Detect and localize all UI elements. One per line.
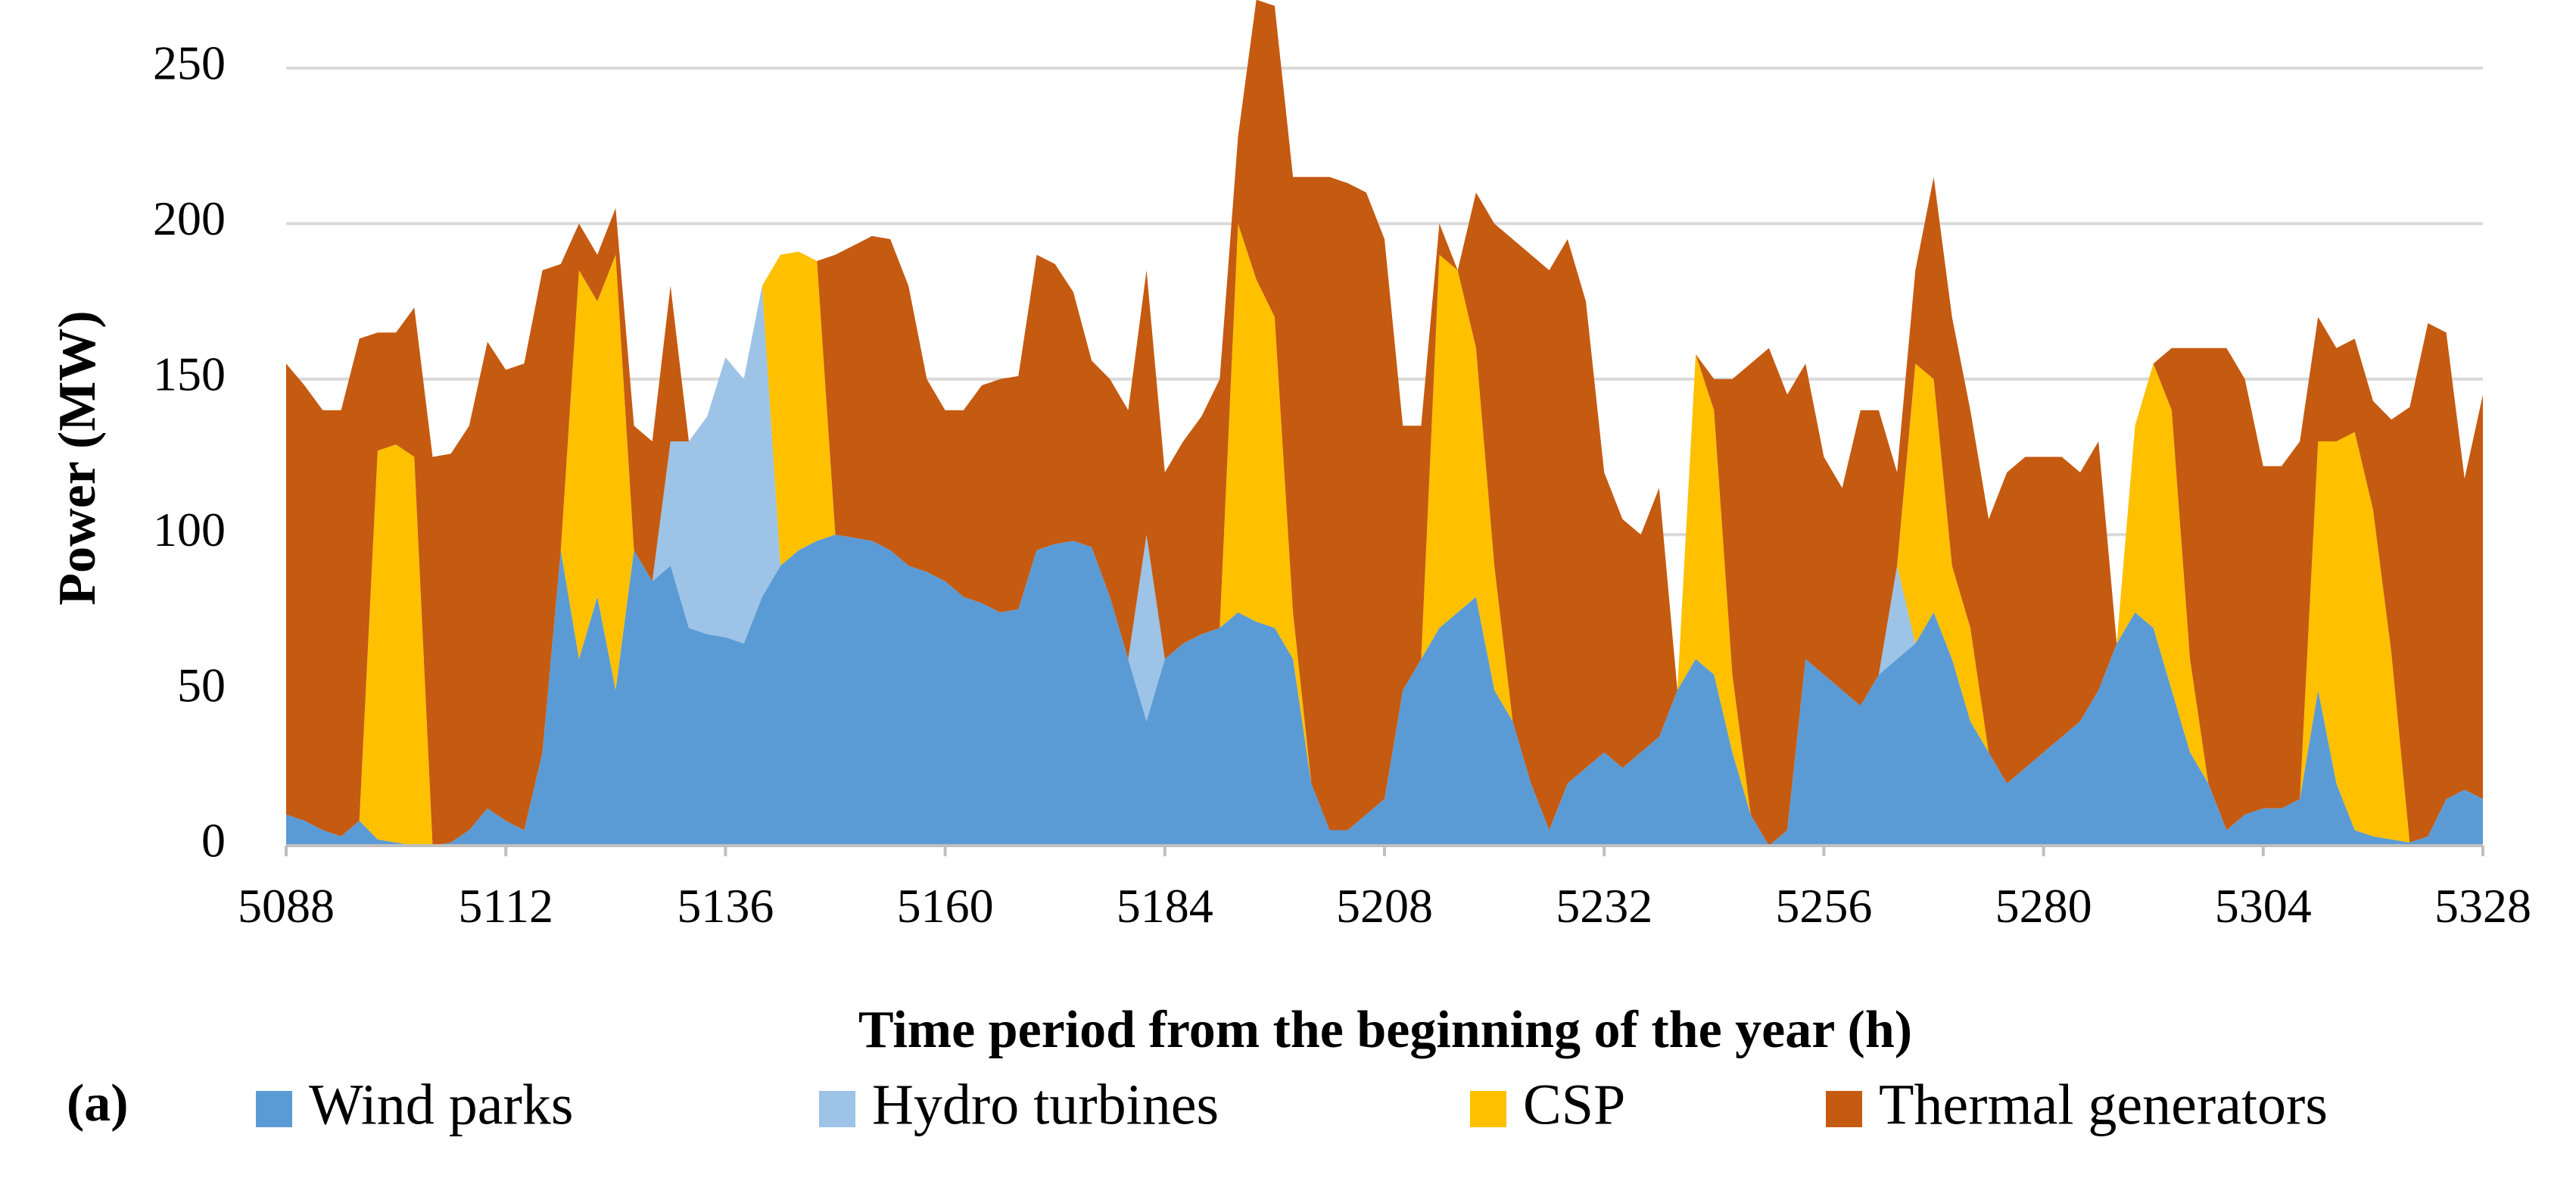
y-axis-title: Power (MW): [48, 310, 107, 605]
x-tick-label: 5256: [1775, 879, 1872, 933]
area-thermal-generators: [286, 0, 2483, 846]
x-axis: [285, 844, 2484, 856]
y-axis-ticks: 0 50 100 150 200 250: [153, 36, 226, 868]
y-tick-label: 0: [201, 814, 226, 868]
area-hydro-turbines: [286, 285, 2483, 846]
legend-swatch: [256, 1091, 292, 1127]
x-axis-title: Time period from the beginning of the ye…: [858, 1001, 1912, 1059]
legend-item: CSP: [1470, 1073, 1625, 1136]
x-tick-label: 5304: [2215, 879, 2312, 933]
panel-label: (a): [67, 1074, 129, 1133]
x-tick-label: 5184: [1117, 879, 1213, 933]
y-tick-label: 150: [153, 347, 226, 400]
y-tick-label: 250: [153, 36, 226, 90]
legend-label: Wind parks: [309, 1073, 573, 1136]
legend: Wind parks Hydro turbines CSP Thermal gener…: [256, 1073, 2328, 1136]
x-tick-label: 5208: [1336, 879, 1433, 933]
legend-label: CSP: [1523, 1073, 1625, 1136]
series-areas: [286, 0, 2483, 846]
x-tick-label: 5160: [897, 879, 994, 933]
x-tick-label: 5136: [677, 879, 774, 933]
y-tick-label: 50: [177, 658, 226, 712]
x-tick-label: 5328: [2434, 879, 2531, 933]
legend-item: Hydro turbines: [819, 1073, 1219, 1136]
legend-label: Thermal generators: [1879, 1073, 2328, 1136]
legend-swatch: [819, 1091, 855, 1127]
legend-label: Hydro turbines: [872, 1073, 1219, 1136]
legend-swatch: [1826, 1091, 1862, 1127]
legend-swatch: [1470, 1091, 1506, 1127]
y-tick-label: 100: [153, 503, 226, 556]
x-tick-label: 5232: [1556, 879, 1652, 933]
x-tick-label: 5088: [238, 879, 335, 933]
y-tick-label: 200: [153, 192, 226, 245]
legend-item: Wind parks: [256, 1073, 573, 1136]
legend-item: Thermal generators: [1826, 1073, 2328, 1136]
x-axis-ticks: 5088 5112 5136 5160 5184 5208 5232 5256 5280 5304…: [238, 879, 2531, 933]
x-tick-label: 5112: [458, 879, 553, 933]
x-tick-label: 5280: [1995, 879, 2092, 933]
